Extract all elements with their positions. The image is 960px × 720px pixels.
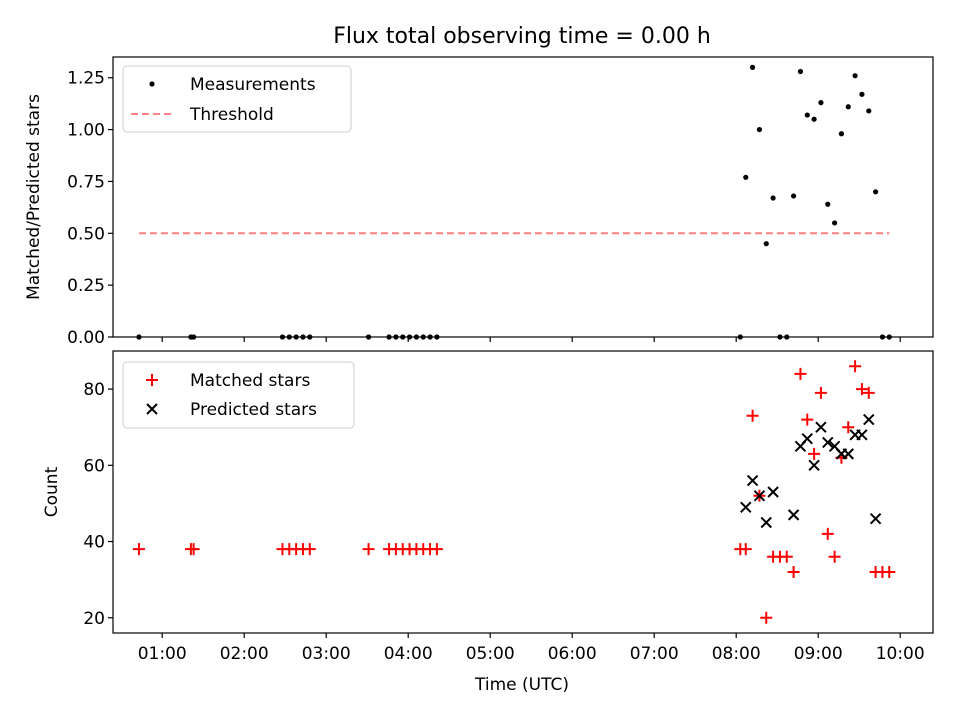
x-tick-label: 06:00 xyxy=(548,644,597,664)
predicted-star-point xyxy=(842,448,854,460)
x-tick-label: 04:00 xyxy=(384,644,433,664)
matched-star-point xyxy=(828,550,841,563)
x-tick-label: 02:00 xyxy=(220,644,269,664)
matched-star-point xyxy=(746,409,759,422)
x-tick-label: 07:00 xyxy=(630,644,679,664)
matched-star-point xyxy=(187,543,200,556)
bottom-y-axis-label: Count xyxy=(42,466,62,517)
top-y-ticks: 0.00 0.25 0.50 0.75 1.00 1.25 xyxy=(67,69,113,348)
x-tick-label: 05:00 xyxy=(466,644,515,664)
measurement-point xyxy=(845,104,851,110)
chart-title: Flux total observing time = 0.00 h xyxy=(333,24,711,49)
legend-matched-label: Matched stars xyxy=(190,371,310,391)
matched-star-point xyxy=(760,611,773,624)
bottom-panel: Count Time (UTC) 20 40 60 80 01:00 02:00 03:0… xyxy=(42,350,934,695)
bottom-plot-frame xyxy=(112,350,934,634)
matched-star-point xyxy=(855,383,868,396)
predicted-star-point xyxy=(822,436,834,449)
bottom-legend-box xyxy=(122,361,355,429)
top-y-tick-label: 0.75 xyxy=(67,172,105,192)
predicted-star-point xyxy=(767,486,779,498)
matched-star-point xyxy=(862,386,875,399)
bottom-y-tick-label: 20 xyxy=(83,609,105,629)
top-y-tick-label: 0.50 xyxy=(67,224,105,244)
x-tick-label: 01:00 xyxy=(138,644,187,664)
top-x-ticks xyxy=(161,337,901,342)
matched-star-point xyxy=(808,447,821,460)
x-tick-label: 08:00 xyxy=(712,644,761,664)
predicted-star-point xyxy=(753,490,766,502)
matched-star-point xyxy=(303,543,316,556)
legend-measurements-label: Measurements xyxy=(190,75,316,95)
top-y-axis-label: Matched/Predicted stars xyxy=(24,94,44,300)
top-y-tick-label: 0.25 xyxy=(67,276,105,296)
measurement-point xyxy=(852,73,858,79)
measurement-point xyxy=(756,126,763,133)
measurement-point xyxy=(866,108,872,114)
predicted-star-point xyxy=(760,516,772,529)
matched-star-point xyxy=(883,566,896,579)
matched-star-point xyxy=(780,550,793,563)
predicted-star-point xyxy=(801,432,813,445)
matched-star-point xyxy=(132,543,145,556)
measurement-point xyxy=(825,201,831,207)
bottom-y-tick-label: 80 xyxy=(83,380,105,400)
bottom-x-ticks: 01:00 02:00 03:00 04:00 05:00 06:00 07:00 08:00… xyxy=(138,633,925,664)
top-panel: Flux total observing time = 0.00 h Match… xyxy=(24,24,934,348)
legend-matched-marker xyxy=(146,374,158,386)
top-plot-marks xyxy=(136,64,892,340)
matched-star-point xyxy=(362,543,375,556)
x-axis-label: Time (UTC) xyxy=(474,675,569,695)
measurement-point xyxy=(750,64,756,70)
legend-threshold-label: Threshold xyxy=(189,105,274,125)
bottom-plot-marks xyxy=(132,360,896,624)
x-tick-label: 03:00 xyxy=(302,644,351,664)
measurement-point xyxy=(770,195,776,201)
matched-star-point xyxy=(801,413,814,426)
matched-star-point xyxy=(794,367,807,380)
predicted-star-point xyxy=(740,501,752,513)
measurement-point xyxy=(804,112,810,118)
bottom-y-ticks: 20 40 60 80 xyxy=(83,380,113,629)
matched-star-point xyxy=(814,386,827,399)
matched-star-point xyxy=(849,360,862,373)
matched-star-point xyxy=(787,566,800,579)
measurement-point xyxy=(797,68,804,75)
top-legend: Measurements Threshold xyxy=(122,65,352,133)
top-legend-box xyxy=(122,65,352,133)
matched-star-point xyxy=(430,543,443,556)
x-tick-label: 10:00 xyxy=(876,644,925,664)
predicted-star-point xyxy=(869,512,882,525)
measurement-point xyxy=(838,131,845,137)
predicted-star-point xyxy=(787,509,800,521)
predicted-star-point xyxy=(863,413,875,426)
matched-star-point xyxy=(842,421,855,434)
predicted-star-point xyxy=(808,459,820,472)
x-tick-label: 09:00 xyxy=(794,644,843,664)
legend-measurements-marker xyxy=(149,81,155,87)
predicted-star-point xyxy=(856,429,868,441)
matched-star-point xyxy=(821,527,834,540)
bottom-y-tick-label: 40 xyxy=(83,533,105,553)
measurement-point xyxy=(811,116,817,122)
measurement-point xyxy=(873,189,879,195)
top-y-tick-label: 1.00 xyxy=(67,121,105,141)
legend-predicted-label: Predicted stars xyxy=(190,400,317,420)
predicted-star-point xyxy=(746,474,759,487)
measurement-point xyxy=(791,193,797,199)
predicted-star-point xyxy=(815,421,827,433)
legend-predicted-marker xyxy=(146,403,158,415)
top-y-tick-label: 0.00 xyxy=(67,328,105,348)
top-plot-frame xyxy=(112,56,934,338)
measurement-point xyxy=(743,174,749,180)
bottom-legend: Matched stars Predicted stars xyxy=(122,361,355,429)
measurement-point xyxy=(859,91,865,97)
bottom-y-tick-label: 60 xyxy=(83,456,105,476)
measurement-point xyxy=(763,241,769,247)
measurement-point xyxy=(818,100,824,106)
matched-star-point xyxy=(739,543,752,556)
top-y-tick-label: 1.25 xyxy=(67,69,105,89)
measurement-point xyxy=(832,220,838,226)
